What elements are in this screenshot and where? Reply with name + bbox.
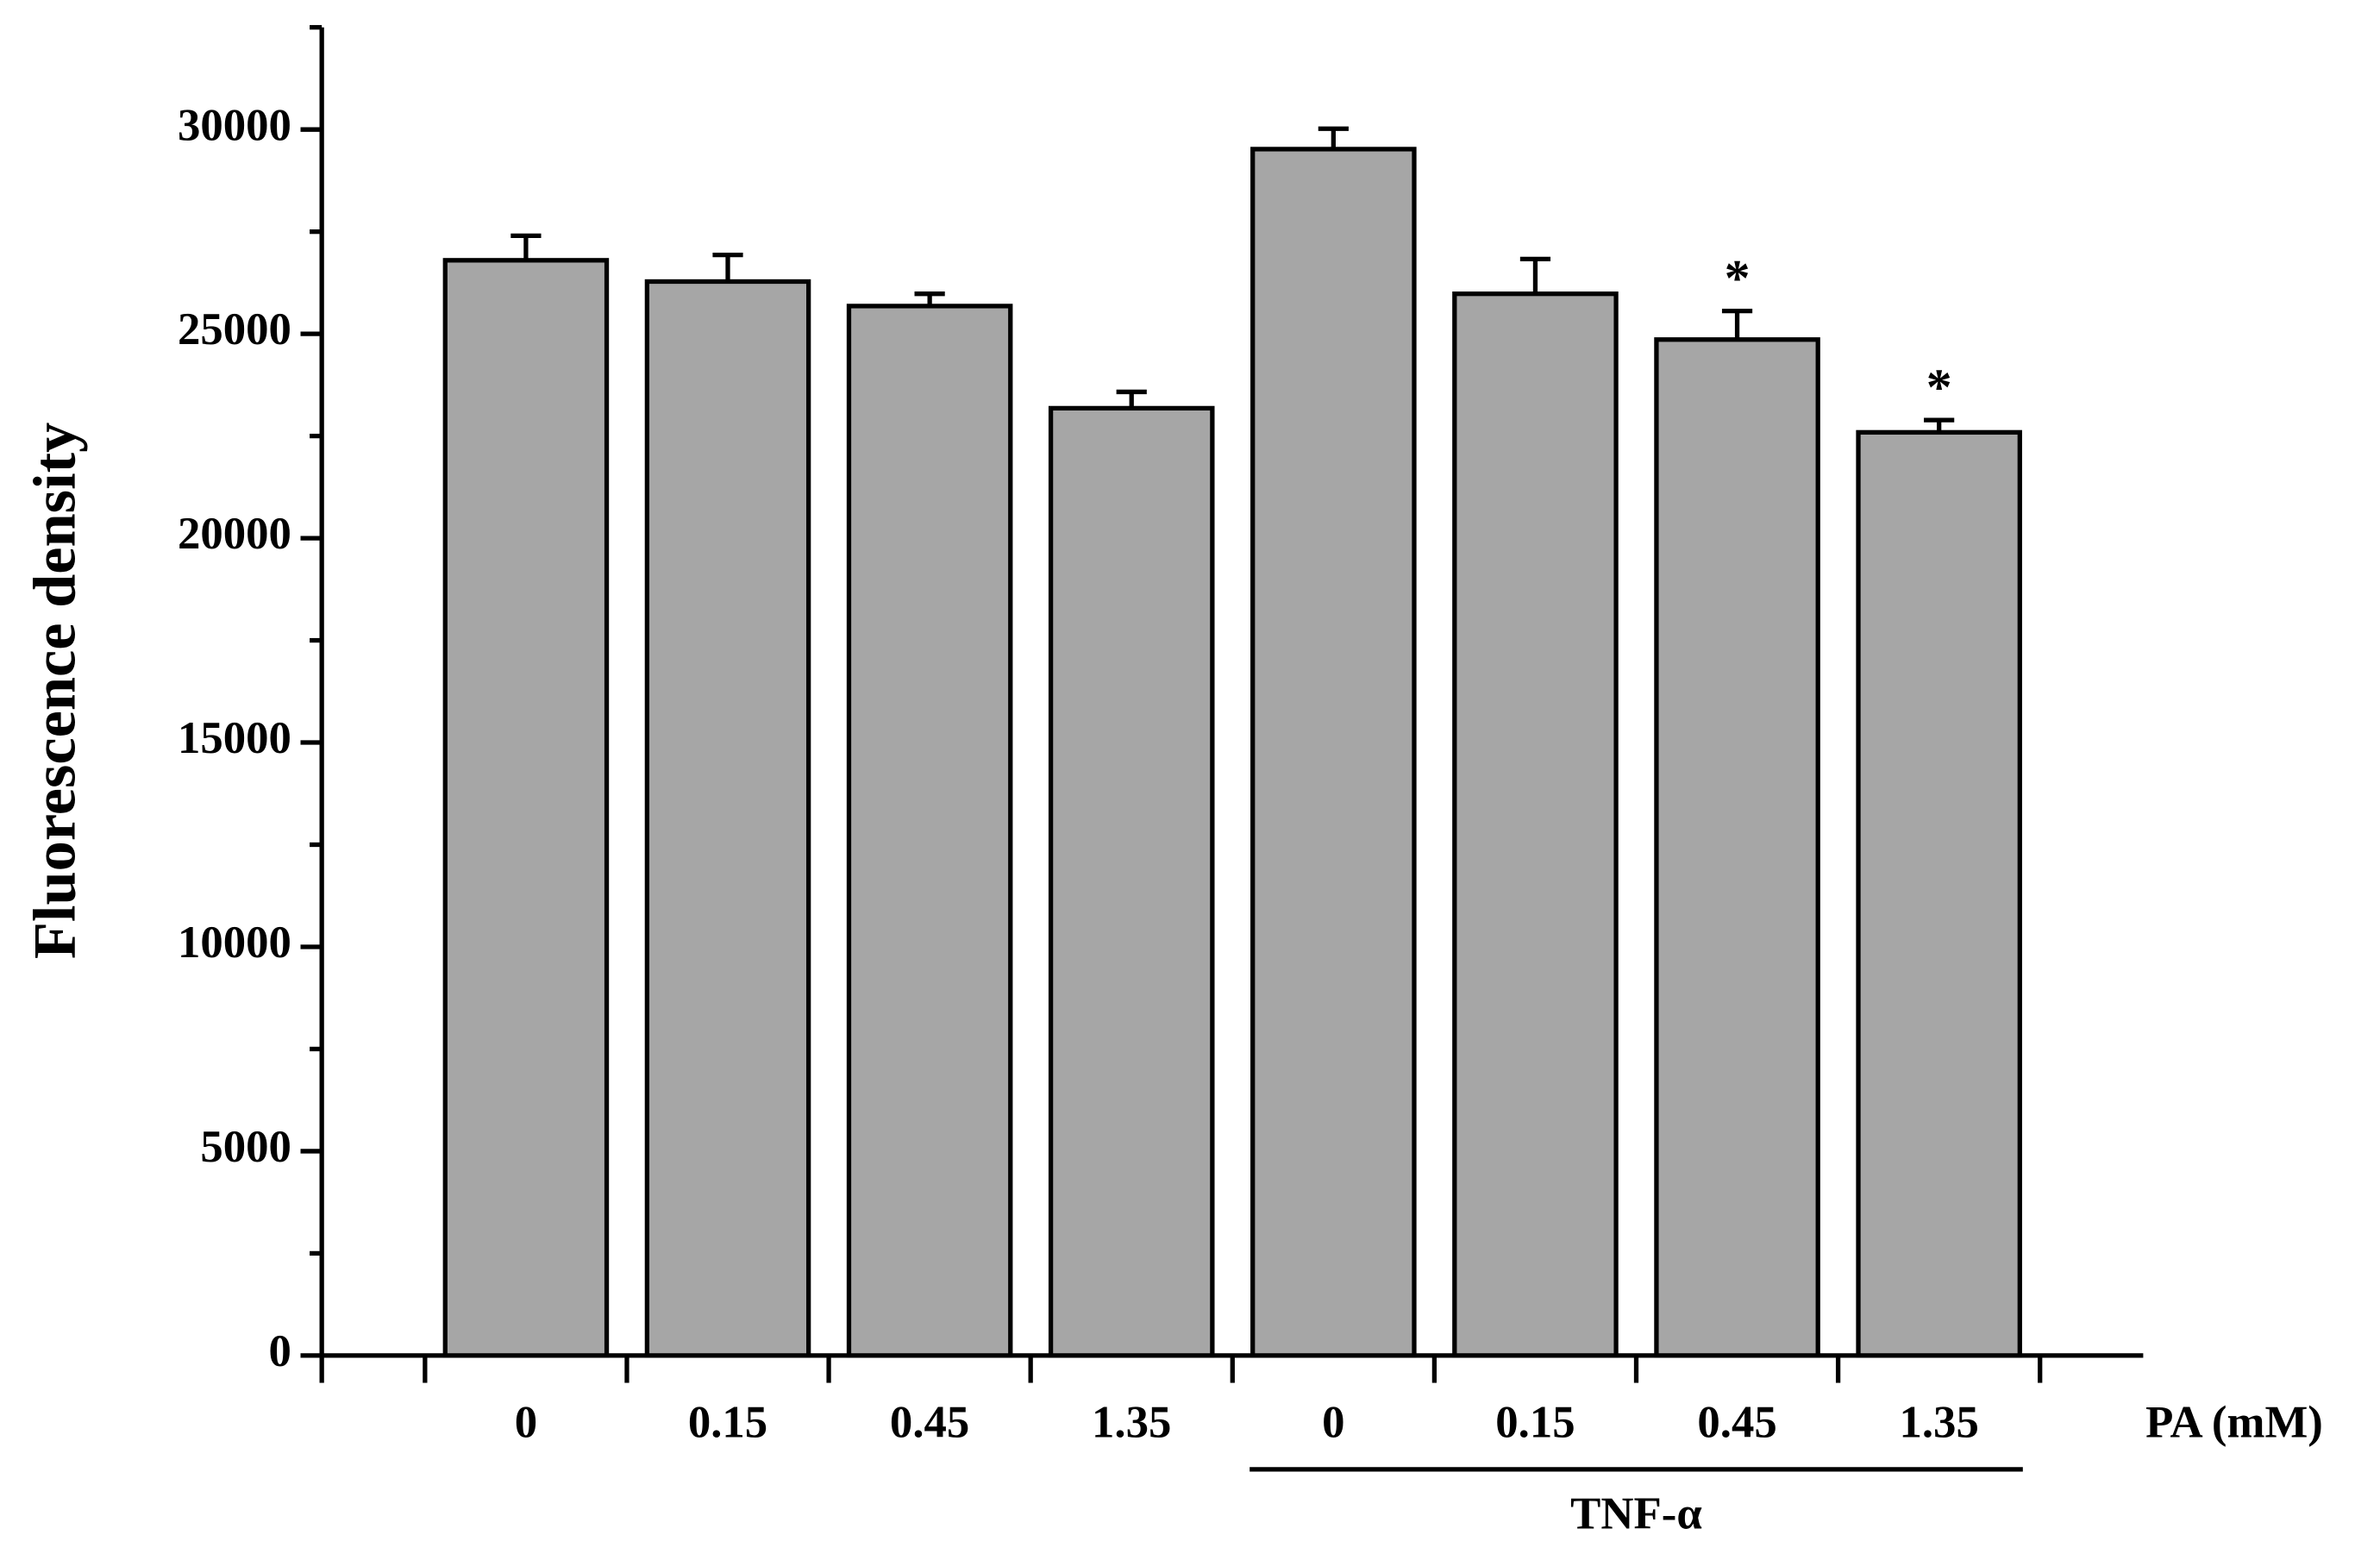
x-tick-label: 0.15 xyxy=(1495,1398,1575,1448)
significance-marker: * xyxy=(1725,250,1751,307)
y-tick-label: 5000 xyxy=(200,1122,291,1172)
y-tick-label: 25000 xyxy=(178,304,291,354)
x-tick-label: 0.15 xyxy=(688,1398,767,1448)
x-axis-title: PA (mM) xyxy=(2145,1398,2323,1448)
y-tick-label: 20000 xyxy=(178,509,291,559)
bar xyxy=(644,279,811,1358)
bar xyxy=(846,304,1013,1358)
bar xyxy=(442,258,610,1358)
bar xyxy=(1654,337,1820,1358)
y-axis-title: Fluorescence density xyxy=(22,423,89,959)
x-tick-label: 0.45 xyxy=(1697,1398,1776,1448)
y-tick-label: 15000 xyxy=(178,713,291,763)
x-tick-label: 0 xyxy=(515,1398,537,1448)
y-tick-label: 0 xyxy=(269,1326,291,1376)
bar xyxy=(1048,405,1215,1358)
bar xyxy=(1452,291,1619,1358)
y-tick-label: 30000 xyxy=(178,100,291,150)
x-tick-label: 0.45 xyxy=(890,1398,969,1448)
y-tick-label: 10000 xyxy=(178,918,291,968)
x-tick-label: 0 xyxy=(1322,1398,1344,1448)
significance-marker: * xyxy=(1926,359,1952,416)
bar xyxy=(1856,429,2022,1358)
group-label: TNF-α xyxy=(1570,1488,1702,1538)
x-tick-label: 1.35 xyxy=(1899,1398,1978,1448)
x-tick-label: 1.35 xyxy=(1092,1398,1171,1448)
bar xyxy=(1250,147,1417,1358)
